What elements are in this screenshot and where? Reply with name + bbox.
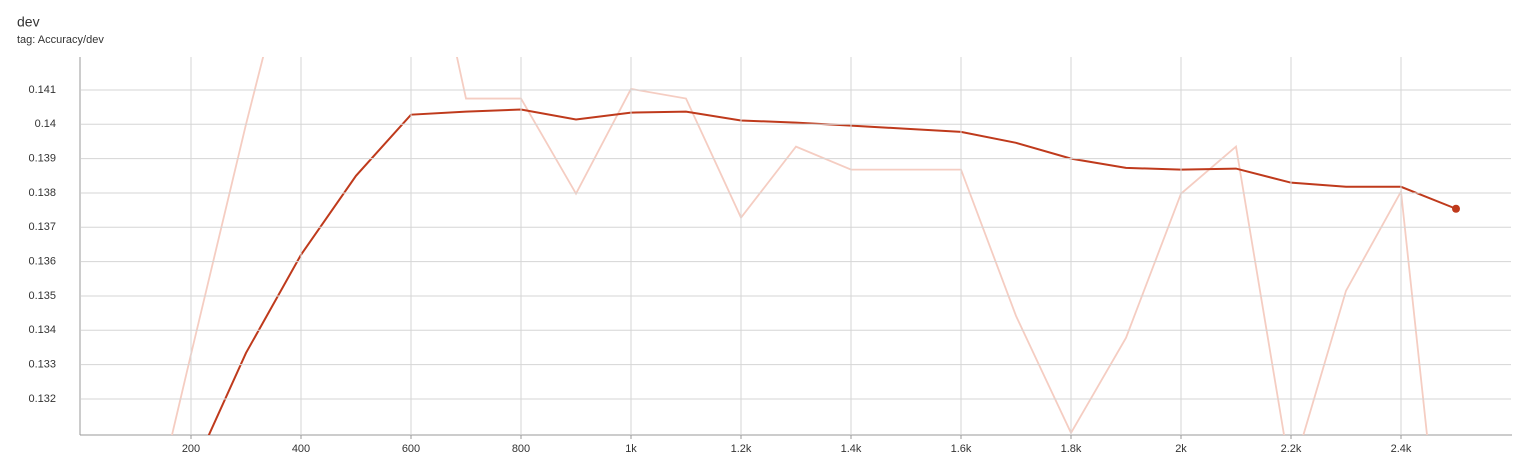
y-tick-label: 0.139	[28, 153, 56, 165]
chart-title: dev	[17, 14, 40, 30]
x-tick-label: 2.4k	[1391, 443, 1412, 455]
last-point	[1452, 204, 1460, 213]
x-tick-label: 1.4k	[841, 443, 862, 455]
y-tick-label: 0.133	[28, 359, 56, 371]
x-tick-label: 1.2k	[731, 443, 752, 455]
x-tick-label: 1.6k	[951, 443, 972, 455]
x-tick-label: 200	[182, 443, 200, 455]
x-tick-label: 2k	[1175, 443, 1187, 455]
x-tick-label: 800	[512, 443, 530, 455]
x-tick-label: 2.2k	[1281, 443, 1302, 455]
y-tick-label: 0.141	[28, 84, 56, 96]
y-tick-label: 0.136	[28, 256, 56, 268]
chart-subtitle: tag: Accuracy/dev	[17, 34, 104, 46]
y-tick-label: 0.138	[28, 187, 56, 199]
series-line	[171, 57, 1428, 435]
y-tick-label: 0.134	[28, 324, 56, 336]
y-tick-label: 0.137	[28, 221, 56, 233]
x-tick-label: 1k	[625, 443, 637, 455]
plot-area	[171, 57, 1460, 435]
y-tick-label: 0.132	[28, 393, 56, 405]
series-line	[207, 108, 1457, 435]
x-tick-label: 400	[292, 443, 310, 455]
y-tick-label: 0.14	[35, 118, 56, 130]
x-tick-label: 1.8k	[1061, 443, 1082, 455]
y-tick-label: 0.135	[28, 290, 56, 302]
x-tick-label: 600	[402, 443, 420, 455]
